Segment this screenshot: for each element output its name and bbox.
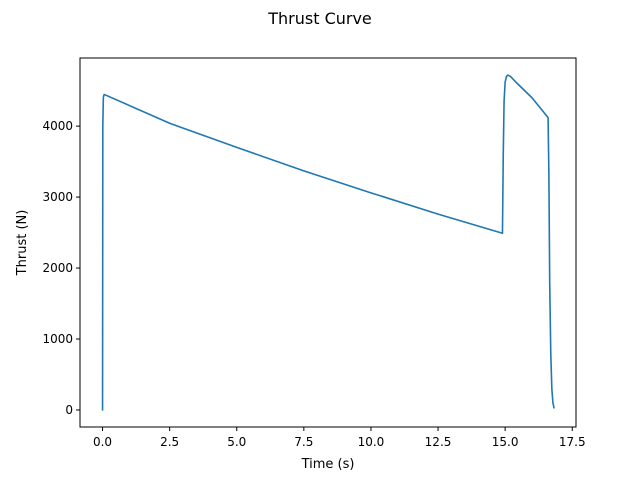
y-tick-label: 3000 — [42, 190, 73, 204]
x-tick-label: 15.0 — [492, 435, 519, 449]
x-axis: 0.0 2.5 5.0 7.5 10.0 12.5 15.0 17.5 — [93, 427, 586, 449]
y-axis-label: Thrust (N) — [15, 210, 30, 277]
y-tick-label: 4000 — [42, 119, 73, 133]
x-tick-label: 5.0 — [227, 435, 246, 449]
x-tick-label: 17.5 — [559, 435, 586, 449]
y-tick-label: 1000 — [42, 332, 73, 346]
y-tick-label: 2000 — [42, 261, 73, 275]
plot-frame — [79, 57, 577, 428]
x-tick-label: 2.5 — [160, 435, 179, 449]
x-axis-label: Time (s) — [301, 457, 355, 472]
y-tick-label: 0 — [65, 403, 73, 417]
x-tick-label: 12.5 — [425, 435, 452, 449]
series-layer — [101, 74, 555, 411]
x-tick-label: 7.5 — [294, 435, 313, 449]
chart-title: Thrust Curve — [267, 9, 372, 28]
y-axis: 0 1000 2000 3000 4000 — [42, 119, 80, 417]
x-tick-label: 0.0 — [93, 435, 112, 449]
x-tick-label: 10.0 — [358, 435, 385, 449]
thrust-series-line — [101, 74, 555, 411]
